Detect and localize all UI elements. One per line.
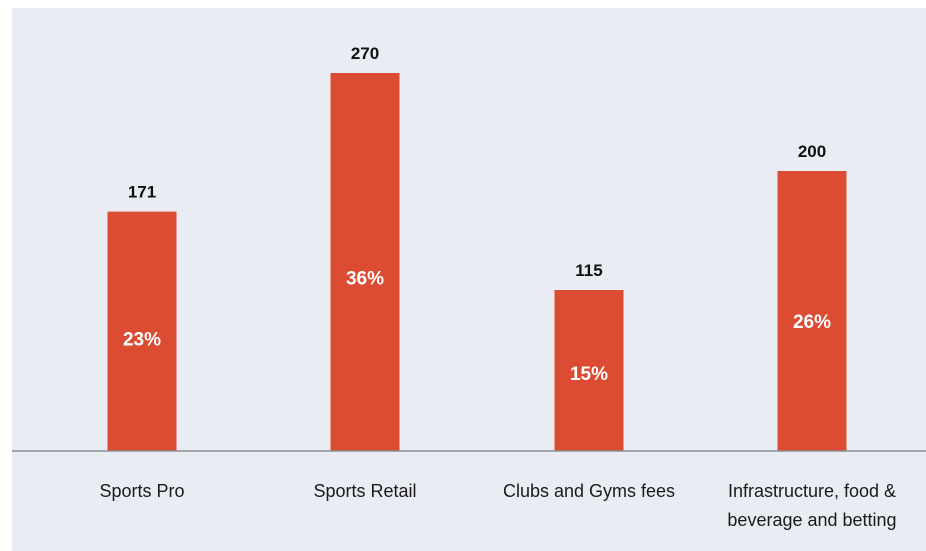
bar-0 [107,211,177,451]
percent-label-3: 26% [793,312,831,333]
category-label-2-0: Clubs and Gyms fees [503,481,675,501]
percent-label-2: 15% [570,364,608,385]
percent-label-0: 23% [123,330,161,351]
chart-panel: 171 23% Sports Pro 270 36% Sports Retail 115 15… [12,8,926,551]
category-label-3-0: Infrastructure, food & [728,481,896,501]
bar-3 [777,171,847,451]
bar-2 [554,290,624,451]
category-label-1-0: Sports Retail [313,481,416,501]
bar-1 [330,73,400,451]
value-label-3: 200 [798,142,826,161]
value-label-0: 171 [128,183,156,202]
value-label-2: 115 [575,261,602,280]
category-label-0-0: Sports Pro [99,481,184,501]
percent-label-1: 36% [346,269,384,290]
value-label-1: 270 [351,44,379,63]
category-label-3-1: beverage and betting [727,510,896,530]
bar-chart: 171 23% Sports Pro 270 36% Sports Retail 115 15… [12,44,926,530]
